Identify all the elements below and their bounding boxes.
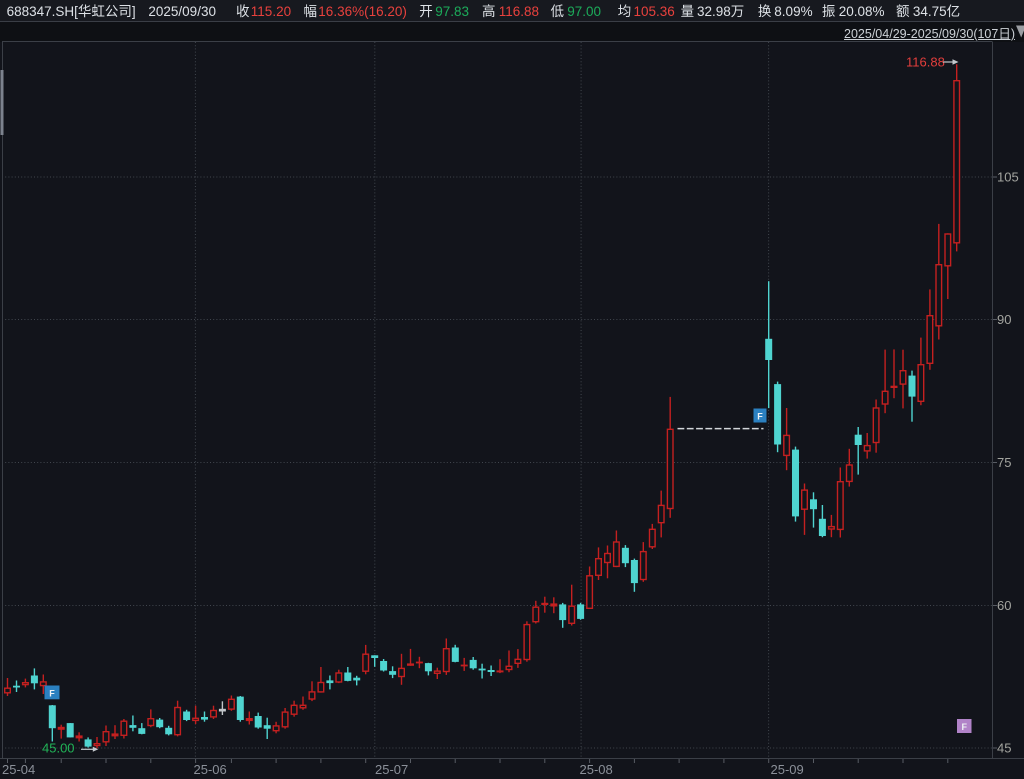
svg-text:116.88: 116.88: [906, 55, 945, 70]
svg-text:F: F: [757, 412, 763, 422]
svg-text:F: F: [49, 688, 55, 698]
svg-text:25-04: 25-04: [2, 762, 35, 777]
svg-text:25-06: 25-06: [194, 762, 227, 777]
svg-text:90: 90: [997, 312, 1011, 327]
svg-text:25-09: 25-09: [771, 762, 804, 777]
svg-text:45.00: 45.00: [42, 741, 75, 756]
svg-text:25-08: 25-08: [580, 762, 613, 777]
svg-text:75: 75: [997, 455, 1011, 470]
svg-text:25-07: 25-07: [375, 762, 408, 777]
svg-text:45: 45: [997, 741, 1011, 756]
svg-text:60: 60: [997, 598, 1011, 613]
svg-text:105: 105: [997, 170, 1019, 185]
svg-text:F: F: [961, 722, 967, 732]
